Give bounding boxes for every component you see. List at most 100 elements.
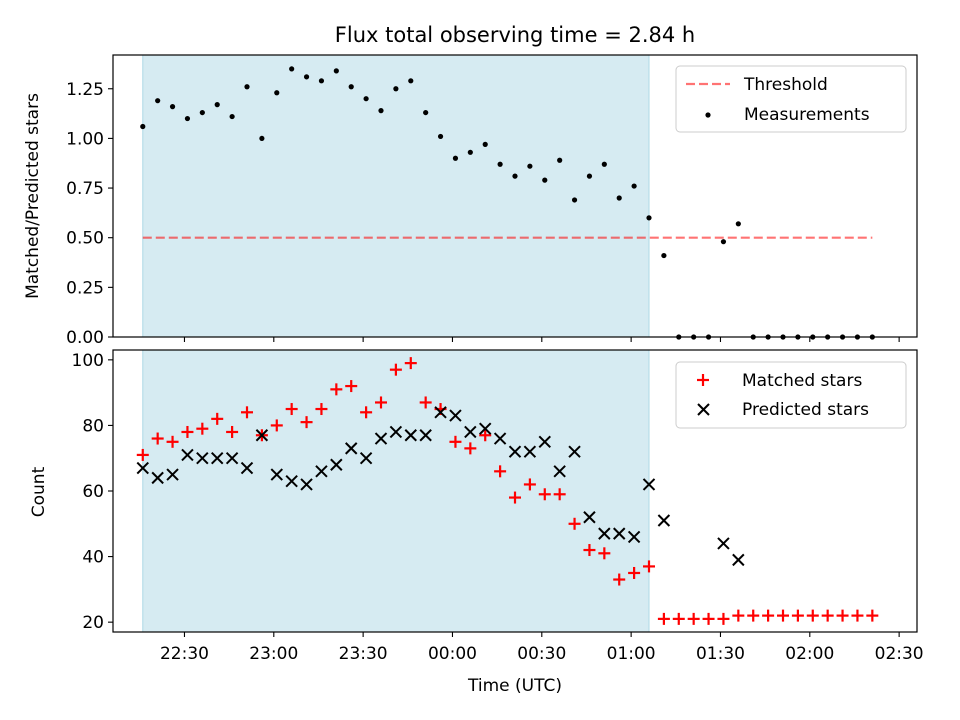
predicted-point xyxy=(568,445,581,458)
count-y-axis: 20 40 60 80 100 xyxy=(72,351,113,633)
matched-legend-swatch xyxy=(697,374,709,386)
count-y-tick-label: 20 xyxy=(82,613,104,633)
predicted-point xyxy=(211,452,224,465)
matched-point xyxy=(270,419,283,432)
matched-point xyxy=(583,544,596,557)
count-legend: Matched stars Predicted stars xyxy=(675,361,907,429)
ratio-legend-box xyxy=(675,65,907,133)
predicted-point xyxy=(315,465,328,478)
measurement-point xyxy=(452,155,459,161)
matched-point xyxy=(315,403,328,416)
predicted-point xyxy=(583,511,596,524)
measurement-point xyxy=(571,197,578,203)
matched-point xyxy=(732,609,745,622)
ratio-y-tick-label: 0.00 xyxy=(66,328,104,348)
matched-point xyxy=(538,488,551,501)
measurement-point xyxy=(467,149,473,155)
matched-point xyxy=(568,517,581,530)
measurement-point xyxy=(437,133,444,140)
matched-point xyxy=(226,425,239,438)
count-y-tick-label: 80 xyxy=(82,416,104,436)
predicted-point xyxy=(464,425,477,439)
predicted-legend-label: Predicted stars xyxy=(742,400,869,420)
ratio-y-tick-label: 0.25 xyxy=(66,278,104,298)
measurement-point xyxy=(631,183,637,189)
matched-point xyxy=(866,609,879,622)
measurement-point xyxy=(140,123,146,130)
matched-point xyxy=(717,612,730,625)
count-x-tick-label: 23:00 xyxy=(249,644,298,664)
predicted-point xyxy=(449,409,462,422)
matched-point xyxy=(643,560,655,573)
matched-point xyxy=(389,363,402,376)
measurement-point xyxy=(423,109,429,116)
predicted-point xyxy=(508,445,522,458)
predicted-point xyxy=(657,514,671,527)
measurement-point xyxy=(527,163,533,169)
predicted-point xyxy=(627,530,641,544)
measurement-point xyxy=(244,84,250,90)
matched-point xyxy=(613,573,626,586)
measurement-point xyxy=(229,113,235,120)
measurement-point xyxy=(735,221,741,227)
matched-point xyxy=(166,435,179,448)
measurement-point xyxy=(289,66,295,72)
matched-legend-label: Matched stars xyxy=(742,371,862,391)
ratio-y-tick-label: 1.25 xyxy=(66,80,104,100)
predicted-point xyxy=(136,461,149,475)
predicted-point xyxy=(404,429,417,442)
count-panel: 20 40 60 80 100 22:30 23:00 23:30 00:00 00:30 01:… xyxy=(29,349,924,696)
matched-point xyxy=(211,412,224,425)
measurement-point xyxy=(497,161,503,167)
measurement-point xyxy=(512,173,518,179)
measurement-point xyxy=(363,96,369,102)
measurement-point xyxy=(616,195,622,201)
matched-point xyxy=(687,612,700,625)
predicted-point xyxy=(166,468,179,481)
measurement-point xyxy=(274,90,280,96)
measurement-point xyxy=(259,135,265,142)
matched-point xyxy=(791,609,804,622)
predicted-point xyxy=(359,452,373,465)
predicted-point xyxy=(374,432,388,445)
measurement-point xyxy=(408,78,414,84)
matched-point xyxy=(181,425,194,438)
predicted-point xyxy=(523,445,537,458)
predicted-point xyxy=(434,406,447,419)
count-y-label: Count xyxy=(29,466,49,517)
measurement-point xyxy=(557,157,563,163)
count-x-axis: 22:30 23:00 23:30 00:00 00:30 01:00 01:30 02:00… xyxy=(160,632,924,664)
matched-point xyxy=(494,465,507,478)
predicted-point xyxy=(240,461,254,475)
predicted-point xyxy=(285,474,298,488)
predicted-points xyxy=(136,406,745,567)
count-x-tick-label: 00:30 xyxy=(517,644,566,664)
ratio-y-tick-label: 1.00 xyxy=(66,129,104,149)
matched-point xyxy=(523,478,536,491)
predicted-point xyxy=(151,471,164,485)
x-axis-label: Time (UTC) xyxy=(467,676,562,696)
count-shaded-span xyxy=(142,349,650,633)
measurement-point xyxy=(542,177,548,183)
measurement-point xyxy=(333,68,339,74)
ratio-x-ticks xyxy=(183,337,900,342)
measurement-point xyxy=(318,78,325,84)
measurement-point xyxy=(348,84,354,90)
predicted-point xyxy=(270,468,283,481)
predicted-point xyxy=(598,527,611,540)
matched-point xyxy=(404,357,417,370)
measurement-point xyxy=(601,161,607,167)
predicted-point xyxy=(553,465,566,478)
predicted-point xyxy=(181,448,194,462)
matched-point xyxy=(821,609,834,622)
measurement-point xyxy=(199,109,205,116)
count-x-tick-label: 01:00 xyxy=(607,644,656,664)
measurement-point xyxy=(184,115,191,122)
matched-point xyxy=(509,491,521,504)
measurement-point xyxy=(482,141,488,147)
predicted-point xyxy=(300,478,313,491)
matched-point xyxy=(360,406,373,419)
count-x-tick-label: 22:30 xyxy=(160,644,209,664)
count-y-tick-label: 60 xyxy=(82,482,104,502)
count-x-tick-label: 01:30 xyxy=(696,644,745,664)
